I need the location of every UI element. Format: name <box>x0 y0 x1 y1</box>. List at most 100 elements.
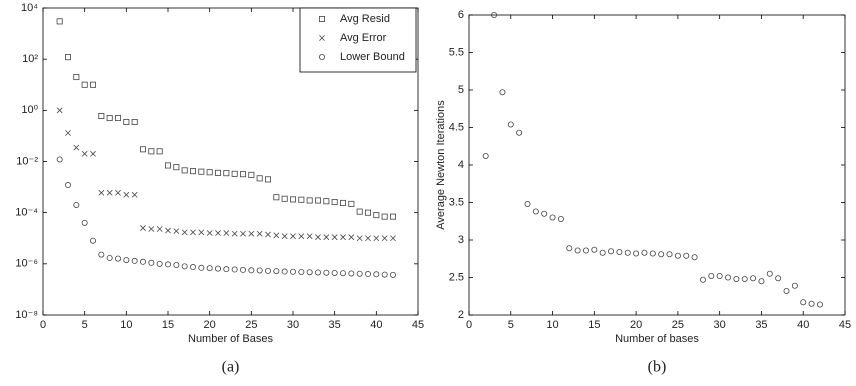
x-tick-label: 5 <box>508 319 514 331</box>
circle-marker <box>507 121 514 128</box>
circle-marker <box>256 267 263 274</box>
marker <box>181 263 188 270</box>
circle-marker <box>674 252 681 259</box>
marker <box>557 215 564 222</box>
x-marker <box>131 191 138 198</box>
square-marker <box>381 213 388 220</box>
circle-marker <box>516 129 523 136</box>
marker <box>239 171 246 178</box>
marker <box>73 74 80 81</box>
marker <box>758 278 765 285</box>
marker <box>674 252 681 259</box>
x-marker <box>381 235 388 242</box>
circle-marker <box>206 265 213 272</box>
marker <box>331 269 338 276</box>
square-marker <box>289 196 296 203</box>
marker <box>716 272 723 279</box>
circle-marker <box>106 254 113 261</box>
circle-marker <box>624 249 631 256</box>
square-marker <box>314 197 321 204</box>
circle-marker <box>318 54 325 61</box>
x-marker <box>298 233 305 240</box>
x-tick-label: 15 <box>588 319 600 331</box>
marker <box>198 229 205 236</box>
marker <box>348 200 355 207</box>
marker <box>318 54 325 61</box>
marker <box>90 150 96 157</box>
marker <box>90 81 97 88</box>
circle-marker <box>733 275 740 282</box>
circle-marker <box>239 266 246 273</box>
circle-marker <box>115 255 122 262</box>
marker <box>791 282 798 289</box>
circle-marker <box>775 275 782 282</box>
circle-marker <box>81 219 88 226</box>
circle-marker <box>524 200 531 207</box>
square-marker <box>348 200 355 207</box>
circle-marker <box>658 251 665 258</box>
legend-label: Avg Resid <box>340 13 390 25</box>
circle-marker <box>56 156 63 163</box>
circle-marker <box>339 270 346 277</box>
x-tick-label: 20 <box>630 319 642 331</box>
marker <box>616 248 623 255</box>
marker <box>190 229 196 236</box>
circle-marker <box>574 247 581 254</box>
marker <box>123 257 130 264</box>
marker <box>373 271 380 278</box>
x-tick-label: 25 <box>245 319 257 331</box>
marker <box>582 247 589 254</box>
marker <box>231 266 238 273</box>
x-marker <box>56 107 63 114</box>
marker <box>331 199 338 206</box>
marker <box>123 191 130 198</box>
circle-marker <box>741 275 748 282</box>
x-marker <box>323 234 330 241</box>
circle-marker <box>649 250 656 257</box>
marker <box>148 259 155 266</box>
marker <box>658 251 665 258</box>
square-marker <box>198 168 205 175</box>
caption: (a) <box>222 359 240 376</box>
marker <box>164 261 171 268</box>
marker <box>624 249 631 256</box>
x-marker <box>348 234 355 241</box>
circle-marker <box>306 269 313 276</box>
y-tick-label: 10² <box>22 53 38 65</box>
marker <box>364 271 371 278</box>
x-tick-label: 10 <box>546 319 558 331</box>
marker <box>532 208 539 215</box>
marker <box>223 230 230 236</box>
square-marker <box>123 118 130 125</box>
marker <box>800 299 807 306</box>
marker <box>499 89 506 96</box>
circle-marker <box>616 248 623 255</box>
marker <box>323 234 330 241</box>
square-marker <box>389 213 396 220</box>
marker <box>314 269 321 276</box>
marker <box>649 250 656 257</box>
x-tick-label: 5 <box>82 319 88 331</box>
marker <box>198 264 205 271</box>
marker <box>173 164 180 171</box>
circle-marker <box>164 261 171 268</box>
x-marker <box>306 233 313 240</box>
marker <box>81 150 88 157</box>
marker <box>56 156 63 163</box>
marker <box>248 171 255 178</box>
circle-marker <box>364 271 371 278</box>
marker <box>331 234 338 241</box>
marker <box>165 227 171 234</box>
x-marker <box>106 189 113 196</box>
marker <box>98 189 105 196</box>
x-marker <box>223 230 230 236</box>
circle-marker <box>189 264 196 271</box>
square-marker <box>65 54 72 61</box>
circle-marker <box>273 268 280 275</box>
marker <box>599 249 606 256</box>
square-marker <box>214 169 221 176</box>
y-tick-label: 5 <box>458 84 464 96</box>
marker <box>323 269 330 276</box>
y-tick-label: 10⁻⁶ <box>15 258 38 270</box>
